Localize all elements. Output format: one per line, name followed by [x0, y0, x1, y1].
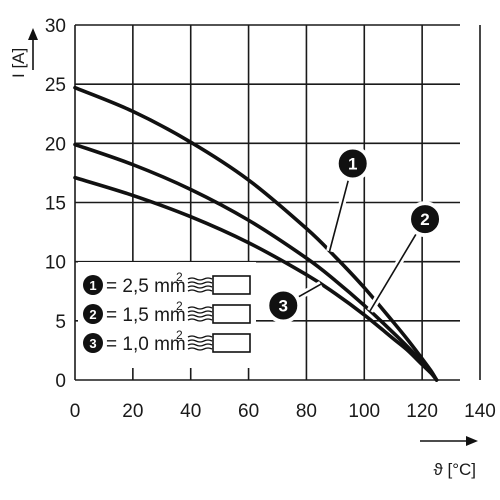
- series-line-1: [73, 85, 439, 382]
- y-tick-label: 20: [45, 134, 66, 155]
- legend-superscript-2: 2: [176, 299, 183, 313]
- y-tick-label: 5: [55, 312, 66, 333]
- x-tick-label: 100: [348, 401, 380, 422]
- callout-leader-2: [369, 231, 419, 312]
- cable-strand: [187, 281, 213, 285]
- x-tick-label: 40: [180, 401, 201, 422]
- cable-strand: [187, 289, 213, 293]
- y-axis-arrow-head: [28, 28, 38, 40]
- cable-sleeve: [212, 333, 251, 353]
- cable-strand: [187, 339, 213, 343]
- x-tick-labels: 0 20 40 60 80 100 120 140: [70, 401, 496, 422]
- x-axis-title: ϑ [°C]: [433, 460, 476, 479]
- callout-label-1: 1: [348, 154, 357, 173]
- legend-badge-2: [83, 304, 103, 324]
- x-tick-label: 20: [122, 401, 143, 422]
- cable-strand: [187, 314, 213, 318]
- legend-badge-label-3: 3: [89, 336, 96, 351]
- y-tick-label: 15: [45, 194, 66, 215]
- legend-badge-1: [83, 275, 103, 295]
- callouts: 1 2 3: [265, 145, 444, 324]
- cable-sleeve: [212, 304, 251, 324]
- y-tick-label: 0: [55, 371, 66, 392]
- cable-icon: [187, 333, 251, 353]
- x-tick-label: 120: [406, 401, 438, 422]
- cable-strand: [187, 343, 213, 347]
- legend-badge-label-2: 2: [89, 307, 96, 322]
- cable-sleeve: [212, 275, 251, 295]
- curves: [73, 85, 439, 382]
- y-tick-label: 30: [45, 16, 66, 37]
- cable-strand: [187, 310, 213, 314]
- legend-badge-label-1: 1: [89, 278, 96, 293]
- legend-label-2: = 1,5 mm: [106, 305, 186, 326]
- cable-icon: [187, 275, 251, 295]
- legend-superscript-3: 2: [176, 328, 183, 342]
- legend-label-3: = 1,0 mm: [106, 334, 186, 355]
- series-line-3: [73, 175, 439, 382]
- legend-item-2: 2 = 1,5 mm2: [83, 299, 251, 326]
- y-tick-labels: 0 5 10 15 20 25 30: [45, 16, 66, 392]
- y-tick-label: 25: [45, 75, 66, 96]
- callout-badge-3: [265, 287, 302, 324]
- callout-label-3: 3: [279, 296, 288, 315]
- cable-strand: [187, 347, 213, 351]
- legend-badge-3: [83, 333, 103, 353]
- callout-badge-1: [334, 145, 371, 182]
- y-axis-title: I [A]: [9, 48, 28, 78]
- legend-superscript-1: 2: [176, 270, 183, 284]
- x-axis-arrow-head: [466, 436, 478, 446]
- y-tick-label: 10: [45, 253, 66, 274]
- cable-strand: [187, 285, 213, 289]
- x-tick-label: 140: [464, 401, 496, 422]
- legend-item-3: 3 = 1,0 mm2: [83, 328, 251, 355]
- cable-strand: [187, 306, 213, 310]
- cable-icon: [187, 304, 251, 324]
- axis-titles: I [A] ϑ [°C]: [9, 28, 478, 479]
- callout-leader-1: [328, 177, 350, 252]
- x-tick-label: 60: [238, 401, 259, 422]
- x-tick-label: 80: [296, 401, 317, 422]
- callout-badge-2: [407, 201, 444, 238]
- x-tick-label: 0: [70, 401, 81, 422]
- callout-leader-3: [295, 283, 322, 299]
- legend-item-1: 1 = 2,5 mm2: [83, 270, 251, 297]
- cable-strand: [187, 318, 213, 322]
- cable-strand: [187, 277, 213, 281]
- legend-label-1: = 2,5 mm: [106, 276, 186, 297]
- callout-label-2: 2: [420, 210, 429, 229]
- cable-strand: [187, 335, 213, 339]
